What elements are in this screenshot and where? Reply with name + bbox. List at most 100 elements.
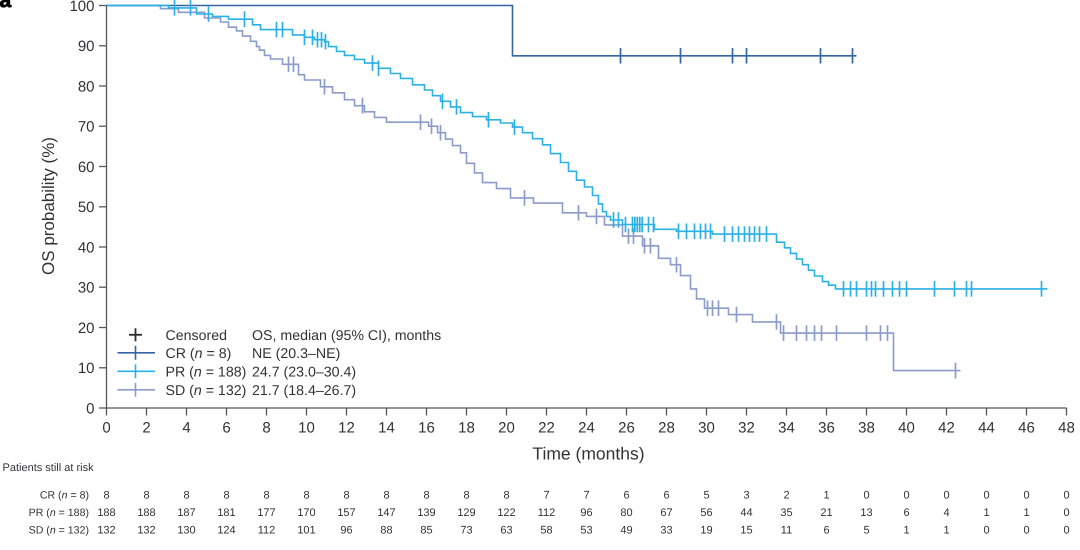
- svg-text:0: 0: [1063, 525, 1069, 537]
- svg-text:PR (n = 188): PR (n = 188): [29, 507, 89, 519]
- svg-text:63: 63: [500, 525, 512, 537]
- svg-text:1: 1: [823, 490, 829, 502]
- svg-text:0: 0: [983, 525, 989, 537]
- svg-text:40: 40: [898, 420, 915, 437]
- svg-text:8: 8: [423, 490, 429, 502]
- svg-text:22: 22: [538, 420, 555, 437]
- svg-text:Patients still at risk: Patients still at risk: [3, 462, 95, 474]
- svg-text:177: 177: [257, 507, 275, 519]
- svg-text:58: 58: [540, 525, 552, 537]
- svg-text:0: 0: [983, 490, 989, 502]
- svg-text:147: 147: [377, 507, 395, 519]
- svg-text:11: 11: [781, 525, 792, 537]
- svg-text:44: 44: [978, 420, 995, 437]
- svg-text:Time (months): Time (months): [532, 444, 644, 464]
- svg-text:OS, median (95% CI), months: OS, median (95% CI), months: [252, 328, 441, 344]
- svg-text:90: 90: [78, 38, 95, 55]
- svg-text:8: 8: [343, 490, 349, 502]
- svg-text:80: 80: [78, 78, 95, 95]
- svg-text:40: 40: [78, 239, 95, 256]
- svg-text:88: 88: [380, 525, 392, 537]
- svg-text:8: 8: [262, 420, 270, 437]
- svg-text:SD (n = 132): SD (n = 132): [166, 383, 247, 399]
- svg-text:18: 18: [458, 420, 475, 437]
- svg-text:132: 132: [97, 525, 115, 537]
- svg-text:8: 8: [383, 490, 389, 502]
- svg-text:4: 4: [943, 507, 949, 519]
- svg-text:1: 1: [903, 525, 909, 537]
- svg-text:21: 21: [820, 507, 832, 519]
- svg-text:1: 1: [983, 507, 989, 519]
- svg-text:12: 12: [338, 420, 355, 437]
- svg-text:49: 49: [620, 525, 632, 537]
- svg-text:139: 139: [417, 507, 435, 519]
- svg-text:56: 56: [700, 507, 712, 519]
- svg-text:8: 8: [183, 490, 189, 502]
- svg-text:157: 157: [337, 507, 355, 519]
- svg-text:6: 6: [663, 490, 669, 502]
- svg-text:CR (n = 8): CR (n = 8): [40, 490, 89, 502]
- svg-text:16: 16: [418, 420, 435, 437]
- svg-text:0: 0: [1063, 490, 1069, 502]
- svg-text:48: 48: [1058, 420, 1075, 437]
- svg-text:85: 85: [420, 525, 432, 537]
- svg-text:24: 24: [578, 420, 595, 437]
- svg-text:10: 10: [298, 420, 315, 437]
- svg-text:8: 8: [303, 490, 309, 502]
- svg-text:21.7 (18.4–26.7): 21.7 (18.4–26.7): [252, 383, 356, 399]
- svg-text:0: 0: [86, 400, 94, 417]
- svg-text:0: 0: [1023, 525, 1029, 537]
- svg-text:24.7 (23.0–30.4): 24.7 (23.0–30.4): [252, 365, 356, 381]
- svg-text:35: 35: [780, 507, 792, 519]
- svg-text:20: 20: [78, 320, 95, 337]
- svg-text:96: 96: [340, 525, 352, 537]
- svg-text:28: 28: [658, 420, 675, 437]
- svg-text:36: 36: [818, 420, 835, 437]
- svg-text:100: 100: [69, 0, 94, 15]
- svg-text:19: 19: [700, 525, 712, 537]
- svg-text:4: 4: [182, 420, 190, 437]
- svg-text:42: 42: [938, 420, 955, 437]
- svg-text:15: 15: [740, 525, 752, 537]
- svg-text:14: 14: [378, 420, 395, 437]
- svg-text:5: 5: [703, 490, 709, 502]
- svg-text:38: 38: [858, 420, 875, 437]
- svg-text:SD (n = 132): SD (n = 132): [29, 525, 89, 537]
- svg-text:30: 30: [698, 420, 715, 437]
- svg-text:8: 8: [103, 490, 109, 502]
- svg-text:34: 34: [778, 420, 795, 437]
- svg-text:8: 8: [223, 490, 229, 502]
- svg-text:7: 7: [583, 490, 589, 502]
- svg-text:20: 20: [498, 420, 515, 437]
- svg-text:Censored: Censored: [166, 328, 228, 344]
- svg-text:0: 0: [1063, 507, 1069, 519]
- svg-text:53: 53: [580, 525, 592, 537]
- svg-text:PR (n = 188): PR (n = 188): [166, 365, 247, 381]
- svg-text:10: 10: [78, 360, 95, 377]
- svg-text:30: 30: [78, 280, 95, 297]
- svg-text:8: 8: [263, 490, 269, 502]
- svg-text:8: 8: [503, 490, 509, 502]
- svg-text:170: 170: [297, 507, 315, 519]
- svg-text:44: 44: [740, 507, 752, 519]
- svg-text:122: 122: [497, 507, 515, 519]
- svg-text:181: 181: [217, 507, 235, 519]
- svg-text:33: 33: [660, 525, 672, 537]
- svg-text:50: 50: [78, 199, 95, 216]
- svg-text:112: 112: [258, 525, 276, 537]
- svg-text:0: 0: [1023, 490, 1029, 502]
- svg-text:a: a: [0, 0, 12, 12]
- svg-text:1: 1: [1023, 507, 1029, 519]
- svg-text:13: 13: [860, 507, 872, 519]
- svg-text:1: 1: [943, 525, 949, 537]
- svg-text:96: 96: [580, 507, 592, 519]
- svg-text:112: 112: [538, 507, 556, 519]
- svg-text:7: 7: [543, 490, 549, 502]
- svg-text:2: 2: [783, 490, 789, 502]
- svg-text:5: 5: [863, 525, 869, 537]
- svg-text:130: 130: [177, 525, 195, 537]
- svg-text:NE (20.3–NE): NE (20.3–NE): [252, 346, 340, 362]
- svg-text:8: 8: [143, 490, 149, 502]
- svg-text:26: 26: [618, 420, 635, 437]
- svg-text:0: 0: [943, 490, 949, 502]
